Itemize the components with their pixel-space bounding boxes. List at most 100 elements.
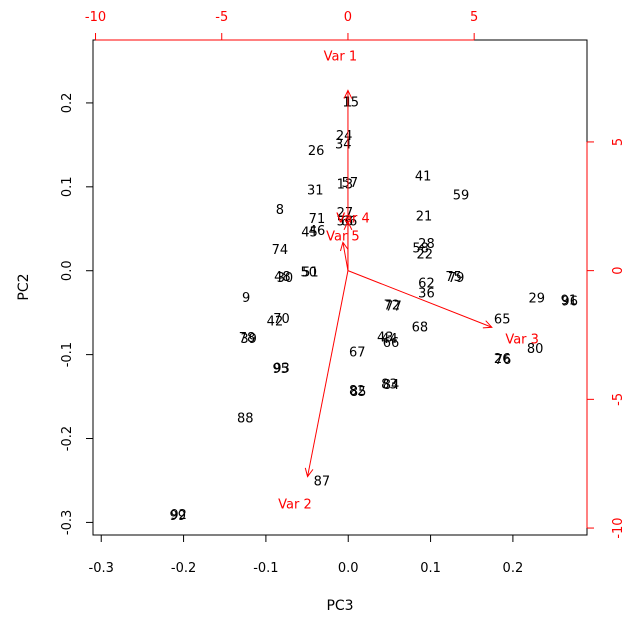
point-label: 77 xyxy=(385,299,402,314)
point-label: 62 xyxy=(418,277,435,292)
variable-arrowhead xyxy=(343,220,353,231)
point-label: 82 xyxy=(349,384,366,399)
point-label: 59 xyxy=(453,189,470,204)
point-label: 93 xyxy=(273,361,290,376)
point-label: 92 xyxy=(170,508,187,523)
point-label: 79 xyxy=(448,271,465,286)
point-label: 75 xyxy=(445,270,462,285)
point-label: 68 xyxy=(412,320,429,335)
observation-points: 1152434264113573159827217146455666285822… xyxy=(170,95,578,524)
point-label: 58 xyxy=(412,241,429,256)
x-axis-title: PC3 xyxy=(326,598,353,614)
y-tick-label: 0.1 xyxy=(60,176,75,197)
variable-label: Var 3 xyxy=(505,333,539,348)
right-tick-label: 0 xyxy=(611,266,626,274)
point-label: 28 xyxy=(418,237,435,252)
variable-arrowhead xyxy=(482,320,493,329)
point-label: 43 xyxy=(377,330,394,345)
point-label: 67 xyxy=(349,345,366,360)
point-label: 26 xyxy=(494,352,511,367)
variable-arrowhead xyxy=(340,241,349,252)
point-label: 99 xyxy=(170,509,187,524)
point-label: 76 xyxy=(495,353,512,368)
point-label: 34 xyxy=(335,137,352,152)
point-label: 44 xyxy=(381,332,398,347)
point-label: 96 xyxy=(561,294,578,309)
variable-label: Var 5 xyxy=(326,230,360,245)
right-axis: -10 -5 0 5 xyxy=(586,138,626,539)
right-tick-label: -5 xyxy=(611,393,626,406)
variable-label: Var 4 xyxy=(336,212,370,227)
y-tick-label: 0.0 xyxy=(60,260,75,281)
y-tick-label: 0.2 xyxy=(60,93,75,114)
variable-arrowhead xyxy=(304,467,314,478)
left-axis: -0.3 -0.2 -0.1 0.0 0.1 0.2 xyxy=(60,93,94,535)
point-label: 88 xyxy=(237,412,254,427)
point-label: 80 xyxy=(527,342,544,357)
top-tick-label: -10 xyxy=(85,10,106,25)
point-label: 42 xyxy=(267,314,284,329)
x-tick-label: -0.2 xyxy=(171,561,196,576)
point-label: 65 xyxy=(494,313,511,328)
x-tick-label: 0.1 xyxy=(420,561,441,576)
plot-frame xyxy=(92,39,588,536)
point-label: 13 xyxy=(337,178,354,193)
point-label: 50 xyxy=(300,266,317,281)
point-label: 41 xyxy=(415,169,432,184)
top-axis: -10 -5 0 5 xyxy=(85,10,478,41)
point-label: 87 xyxy=(314,475,331,490)
point-label: 8 xyxy=(276,203,284,218)
point-label: 29 xyxy=(529,292,546,307)
y-tick-label: -0.3 xyxy=(60,510,75,535)
variable-label: Var 1 xyxy=(324,49,358,64)
top-tick-label: 5 xyxy=(470,10,478,25)
point-label: 39 xyxy=(240,332,257,347)
right-tick-label: -10 xyxy=(611,517,626,538)
point-label: 91 xyxy=(561,293,578,308)
y-tick-label: -0.2 xyxy=(60,426,75,451)
point-label: 95 xyxy=(272,362,289,377)
point-label: 71 xyxy=(309,212,326,227)
point-label: 26 xyxy=(308,144,325,159)
point-label: 21 xyxy=(416,210,433,225)
x-tick-label: -0.1 xyxy=(253,561,278,576)
point-label: 51 xyxy=(302,266,319,281)
point-label: 85 xyxy=(350,385,367,400)
variable-arrow xyxy=(342,242,349,271)
variable-arrowhead xyxy=(343,89,353,99)
point-label: 74 xyxy=(272,243,289,258)
point-label: 56 xyxy=(337,215,354,230)
variable-label: Var 2 xyxy=(278,497,312,512)
point-label: 36 xyxy=(418,287,435,302)
point-label: 57 xyxy=(342,176,359,191)
point-label: 78 xyxy=(239,331,256,346)
variable-arrow xyxy=(347,270,493,328)
right-tick-label: 5 xyxy=(611,138,626,146)
top-tick-label: 0 xyxy=(344,10,352,25)
point-label: 45 xyxy=(301,225,318,240)
y-axis-title: PC2 xyxy=(16,273,32,300)
x-tick-label: 0.0 xyxy=(338,561,359,576)
point-label: 66 xyxy=(383,336,400,351)
point-label: 66 xyxy=(341,215,358,230)
point-label: 9 xyxy=(242,291,250,306)
point-label: 30 xyxy=(277,271,294,286)
point-label: 22 xyxy=(417,247,434,262)
point-label: 70 xyxy=(273,312,290,327)
point-label: 84 xyxy=(383,378,400,393)
variable-arrows: Var 1 Var 2 Var 3 Var 4 Var 5 xyxy=(278,49,539,512)
point-label: 31 xyxy=(307,184,324,199)
point-label: 46 xyxy=(309,224,326,239)
point-label: 83 xyxy=(381,377,398,392)
variable-arrow xyxy=(307,270,349,477)
top-tick-label: -5 xyxy=(215,10,228,25)
point-label: 27 xyxy=(337,206,354,221)
point-label: 48 xyxy=(274,270,291,285)
point-label: 15 xyxy=(342,95,359,110)
x-tick-label: -0.3 xyxy=(89,561,114,576)
bottom-axis: -0.3 -0.2 -0.1 0.0 0.1 0.2 xyxy=(89,534,524,576)
x-tick-label: 0.2 xyxy=(503,561,524,576)
point-label: 72 xyxy=(384,298,401,313)
y-tick-label: -0.1 xyxy=(60,342,75,367)
